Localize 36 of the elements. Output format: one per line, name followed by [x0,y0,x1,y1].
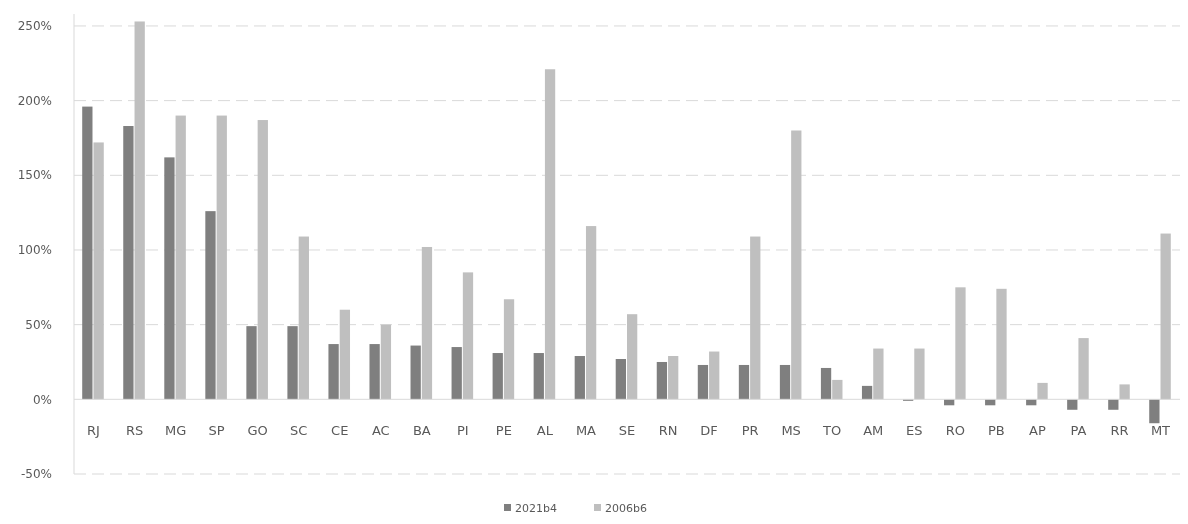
y-tick-label: 100% [17,243,52,258]
legend-label: 2021b4 [515,502,557,515]
x-tick-label: MS [781,423,801,439]
x-tick-label: TO [822,423,842,439]
x-tick-label: GO [247,423,268,439]
x-tick-label: MA [575,423,597,439]
x-tick-label: AM [863,423,884,439]
y-tick-label: 50% [25,317,52,332]
y-tick-label: 200% [17,93,52,108]
x-tick-label: SC [290,423,308,439]
x-tick-label: AL [536,423,554,439]
x-tick-label: AC [371,423,390,439]
x-tick-label: PR [741,423,759,439]
x-tick-label: DF [700,423,718,439]
x-tick-label: SP [208,423,225,439]
y-tick-label: 250% [17,19,52,34]
x-tick-label: AP [1029,423,1046,439]
x-tick-label: PE [495,423,512,439]
x-tick-label: CE [331,423,349,439]
y-tick-label: -50% [20,467,52,482]
x-tick-label: PA [1070,423,1087,439]
x-tick-label: BA [412,423,431,439]
x-tick-label: ES [906,423,923,439]
x-tick-label: RS [125,423,144,439]
x-tick-label: PI [457,423,469,439]
x-tick-label: RO [945,423,965,439]
x-tick-label: RN [658,423,678,439]
x-tick-label: PB [987,423,1005,439]
x-tick-label: RR [1110,423,1129,439]
legend-label: 2006b6 [605,502,647,515]
x-tick-label: RJ [87,423,100,439]
y-tick-label: 0% [32,392,52,407]
x-tick-label: MG [164,423,187,439]
y-tick-label: 150% [17,168,52,183]
x-tick-label: SE [618,423,636,439]
x-tick-label: MT [1150,423,1171,439]
